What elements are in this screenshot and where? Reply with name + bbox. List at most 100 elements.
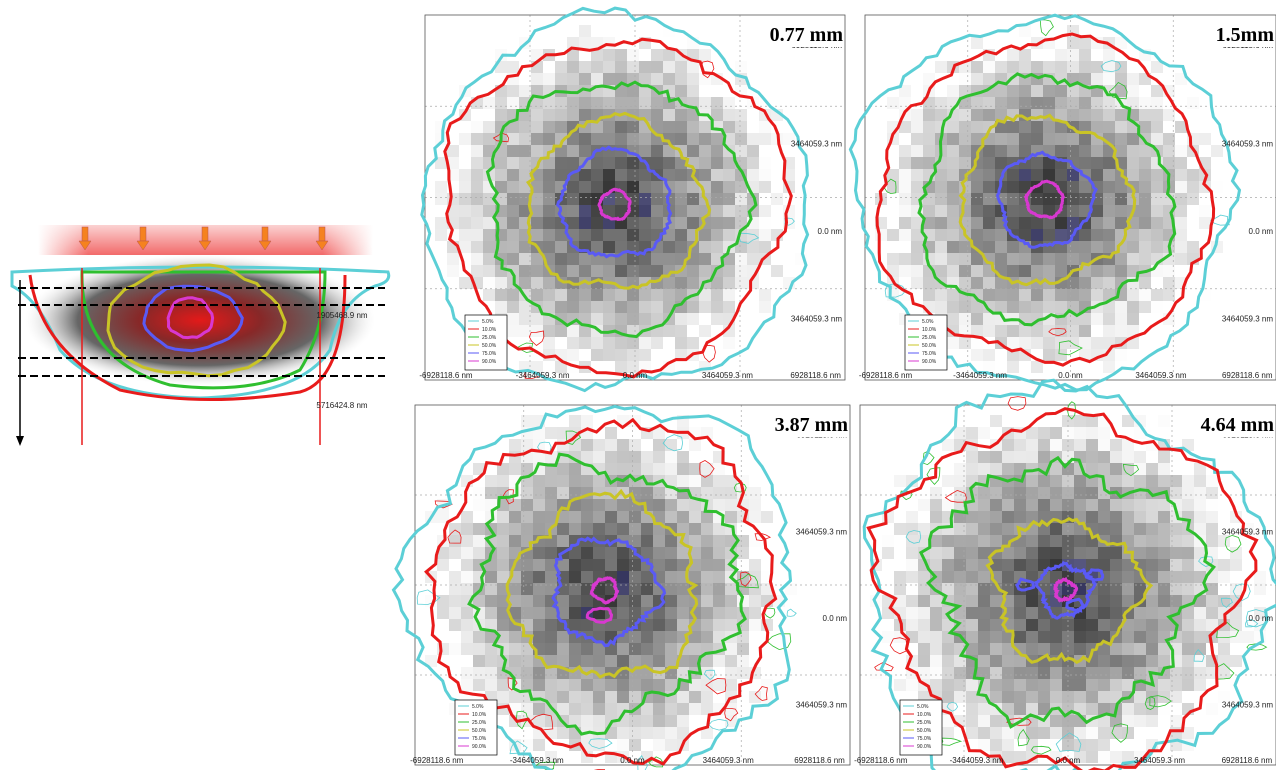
heat-cell — [1110, 451, 1122, 463]
heat-cell — [906, 547, 918, 559]
heat-cell — [1031, 217, 1043, 229]
heat-cell — [677, 703, 689, 715]
heat-cell — [1187, 109, 1199, 121]
heat-cell — [627, 181, 639, 193]
heat-cell — [653, 643, 665, 655]
heat-cell — [1031, 265, 1043, 277]
heat-cell — [521, 415, 533, 427]
heat-cell — [567, 97, 579, 109]
heat-cell — [1014, 667, 1026, 679]
heat-cell — [723, 205, 735, 217]
heat-cell — [978, 535, 990, 547]
heat-cell — [887, 229, 899, 241]
heat-cell — [699, 265, 711, 277]
heat-cell — [555, 157, 567, 169]
legend-label: 10.0% — [472, 712, 487, 718]
heat-cell — [1055, 229, 1067, 241]
heat-cell — [519, 49, 531, 61]
heat-cell — [930, 619, 942, 631]
heat-cell — [663, 49, 675, 61]
heat-cell — [1019, 301, 1031, 313]
heat-cell — [605, 691, 617, 703]
heat-cell — [1170, 487, 1182, 499]
heat-cell — [1079, 133, 1091, 145]
heat-cell — [567, 205, 579, 217]
heat-cell — [1038, 439, 1050, 451]
heat-cell — [543, 205, 555, 217]
legend-label: 50.0% — [482, 343, 497, 349]
heat-cell — [509, 691, 521, 703]
depth-label: 5716424.8 nm — [316, 401, 367, 410]
heat-cell — [1218, 499, 1230, 511]
y-tick-label: 3464059.3 nm — [791, 139, 842, 148]
heat-cell — [1014, 487, 1026, 499]
heat-cell — [1014, 631, 1026, 643]
heat-cell — [882, 619, 894, 631]
heat-cell — [569, 463, 581, 475]
heat-cell — [947, 181, 959, 193]
heat-cell — [1043, 61, 1055, 73]
heat-cell — [899, 181, 911, 193]
heat-cell — [557, 631, 569, 643]
heat-cell — [1050, 463, 1062, 475]
heat-cell — [1218, 511, 1230, 523]
heat-cell — [875, 145, 887, 157]
heat-cell — [1055, 85, 1067, 97]
heat-cell — [735, 205, 747, 217]
heat-cell — [899, 169, 911, 181]
heat-cell — [978, 739, 990, 751]
heat-cell — [930, 511, 942, 523]
heat-cell — [665, 619, 677, 631]
heat-cell — [641, 487, 653, 499]
heat-cell — [567, 61, 579, 73]
heat-cell — [1103, 325, 1115, 337]
heat-cell — [1187, 277, 1199, 289]
heat-cell — [1134, 619, 1146, 631]
heat-cell — [882, 679, 894, 691]
heat-cell — [641, 439, 653, 451]
heat-cell — [689, 535, 701, 547]
heat-cell — [1031, 301, 1043, 313]
heat-cell — [723, 193, 735, 205]
heat-cell — [947, 265, 959, 277]
heat-cell — [1007, 169, 1019, 181]
heat-cell — [887, 181, 899, 193]
heat-cell — [749, 487, 761, 499]
heat-cell — [713, 463, 725, 475]
heat-cell — [923, 121, 935, 133]
heat-cell — [435, 229, 447, 241]
heat-cell — [759, 277, 771, 289]
legend-label: 75.0% — [922, 351, 937, 357]
heat-cell — [675, 121, 687, 133]
heat-cell — [1067, 61, 1079, 73]
heat-cell — [749, 535, 761, 547]
heat-cell — [983, 241, 995, 253]
heat-cell — [947, 289, 959, 301]
heat-cell — [531, 265, 543, 277]
heat-cell — [1110, 655, 1122, 667]
heat-cell — [966, 523, 978, 535]
heat-cell — [531, 193, 543, 205]
heat-cell — [1110, 439, 1122, 451]
heat-cell — [1146, 631, 1158, 643]
heat-cell — [1254, 571, 1266, 583]
heat-cell — [983, 205, 995, 217]
heat-cell — [459, 193, 471, 205]
heat-cell — [959, 109, 971, 121]
heat-cell — [677, 619, 689, 631]
heat-cell — [713, 475, 725, 487]
heat-cell — [1182, 499, 1194, 511]
heat-cell — [629, 511, 641, 523]
heat-cell — [483, 205, 495, 217]
heat-cell — [699, 145, 711, 157]
heat-cell — [677, 463, 689, 475]
heat-cell — [1127, 313, 1139, 325]
heat-cell — [1031, 361, 1043, 373]
heat-cell — [783, 253, 795, 265]
heat-cell — [639, 205, 651, 217]
heat-cell — [533, 739, 545, 751]
heat-cell — [1242, 631, 1254, 643]
heat-cell — [653, 487, 665, 499]
heat-cell — [1134, 643, 1146, 655]
heat-cell — [1127, 253, 1139, 265]
